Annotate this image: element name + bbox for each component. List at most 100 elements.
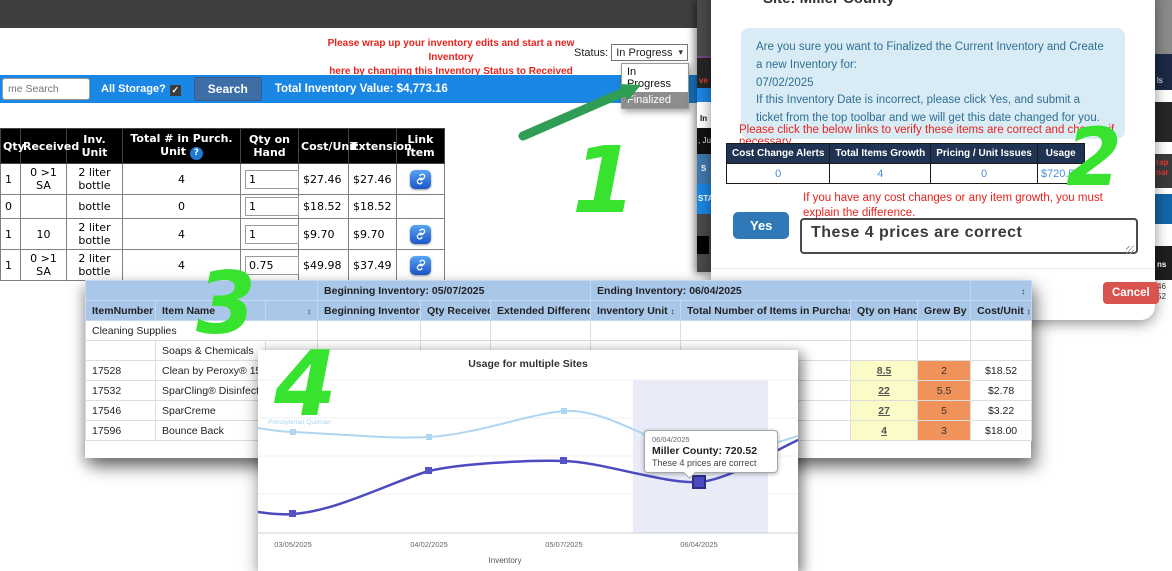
qty-on-hand-input[interactable] bbox=[245, 169, 299, 189]
col-item-name[interactable]: Item Name bbox=[155, 300, 266, 321]
qty-cell: 1 bbox=[0, 163, 21, 195]
info-line2: 07/02/2025 bbox=[756, 76, 814, 89]
col-cost-unit[interactable]: Cost/Unit ↕ bbox=[970, 300, 1033, 321]
cost-change-alerts-link[interactable]: 0 bbox=[775, 167, 782, 180]
category-name-cell: Cleaning Supplies bbox=[84, 320, 319, 341]
qty-on-hand-link[interactable]: 27 bbox=[878, 404, 890, 417]
stat-col-pricing-unit-issues: Pricing / Unit Issues bbox=[930, 143, 1038, 164]
link-item-cell bbox=[396, 218, 445, 250]
qty-on-hand-input[interactable] bbox=[245, 255, 299, 275]
col-grew-by[interactable]: Grew By↕ bbox=[917, 300, 972, 321]
pricing-unit-issues-link[interactable]: 0 bbox=[980, 167, 988, 180]
item-name-cell: Clean by Peroxy® 15 2 lite bbox=[155, 360, 266, 381]
fragment-text: ns bbox=[1155, 246, 1172, 280]
link-item-icon[interactable] bbox=[410, 224, 431, 244]
total-items-growth-link[interactable]: 4 bbox=[877, 167, 884, 180]
qty-on-hand-input[interactable] bbox=[245, 197, 299, 216]
item-number-cell: 17528 bbox=[85, 360, 156, 381]
item-name-cell: SparCling® Disinfectant C bbox=[155, 380, 266, 401]
col-qty-on-hand[interactable]: Qty on Hand↕ bbox=[850, 300, 919, 321]
tooltip-note: These 4 prices are correct bbox=[652, 458, 757, 468]
link-item-icon[interactable] bbox=[410, 169, 431, 189]
received-cell bbox=[20, 194, 67, 219]
status-option-in-progress[interactable]: In Progress bbox=[627, 66, 672, 90]
received-cell: 10 bbox=[20, 218, 67, 250]
table-row: 1 10 2 liter bottle 4 $9.70 $9.70 bbox=[0, 218, 445, 250]
chart-title: Usage for multiple Sites bbox=[468, 358, 588, 370]
status-select[interactable]: In Progress ▾ bbox=[611, 44, 689, 61]
inv-unit-cell: bottle bbox=[66, 194, 123, 219]
x-tick: 04/02/2025 bbox=[410, 540, 448, 549]
col-unnamed-sort[interactable]: ↕ bbox=[264, 300, 319, 321]
ending-inventory-group-header: Ending Inventory: 06/04/2025 bbox=[590, 280, 972, 301]
category-row: Cleaning Supplies bbox=[84, 320, 1033, 341]
yes-button[interactable]: Yes bbox=[733, 212, 790, 239]
extension-cell: $37.49 bbox=[348, 249, 397, 281]
qty-cell: 1 bbox=[0, 218, 21, 250]
beginning-inventory-group-header: Beginning Inventory: 05/07/2025 bbox=[317, 280, 592, 301]
textarea-resize-grip[interactable] bbox=[1126, 246, 1134, 254]
extension-cell: $18.52 bbox=[348, 194, 397, 219]
col-qty-received[interactable]: Qty Received↕ bbox=[420, 300, 492, 321]
status-option-finalized[interactable]: Finalized bbox=[622, 92, 688, 108]
total-inventory-value: Total Inventory Value: $4,773.16 bbox=[274, 83, 448, 95]
top-navigation-bar bbox=[0, 0, 700, 28]
grew-by-cell: 5 bbox=[917, 400, 972, 421]
col-extended-difference[interactable]: Extended Difference↕ bbox=[490, 300, 592, 321]
qty-on-hand-cell bbox=[240, 249, 299, 281]
qty-on-hand-cell: 8.5 bbox=[850, 360, 919, 381]
link-item-cell bbox=[396, 249, 445, 281]
selected-point[interactable] bbox=[692, 475, 706, 489]
received-cell: 0 >1 SA bbox=[20, 163, 67, 195]
qty-on-hand-input[interactable] bbox=[245, 224, 299, 244]
qty-on-hand-cell: 27 bbox=[850, 400, 919, 421]
qty-on-hand-link[interactable]: 4 bbox=[881, 424, 887, 437]
total-purch-cell: 0 bbox=[122, 194, 241, 219]
cost-unit-cell: $18.00 bbox=[970, 420, 1033, 441]
all-storage-checkbox[interactable]: ✓ bbox=[169, 84, 181, 96]
fragment-text: In bbox=[697, 102, 714, 128]
col-qty[interactable]: Qty bbox=[0, 128, 25, 164]
fragment-text: , Ju bbox=[697, 128, 714, 154]
col-inventory-unit[interactable]: Inventory Unit ↕ bbox=[590, 300, 682, 321]
explanation-textarea[interactable]: These 4 prices are correct bbox=[800, 218, 1138, 254]
help-icon[interactable]: ? bbox=[189, 147, 203, 160]
background-page-right-edge: ls rap nar ns 46 52 bbox=[1155, 0, 1172, 310]
notice-line1: Please wrap up your inventory edits and … bbox=[327, 38, 575, 63]
fragment-text: STA bbox=[697, 184, 714, 214]
qty-on-hand-link[interactable]: 8.5 bbox=[876, 364, 892, 377]
qty-on-hand-link[interactable]: 22 bbox=[878, 384, 890, 397]
annotation-step-1: 1 bbox=[572, 127, 637, 234]
cancel-button[interactable]: Cancel bbox=[1103, 282, 1159, 304]
chevron-down-icon: ▾ bbox=[678, 47, 684, 57]
col-beginning-inventory[interactable]: Beginning Inventory↕ bbox=[317, 300, 422, 321]
usage-chart-panel[interactable]: Usage for multiple Sites Presbyterian Qu… bbox=[256, 350, 800, 571]
col-total-purch-unit[interactable]: Total # in Purch. Unit ? bbox=[122, 128, 241, 164]
col-item-number[interactable]: ItemNumber↕ bbox=[85, 300, 156, 321]
link-item-icon[interactable] bbox=[410, 255, 431, 275]
table-row: 1 0 >1 SA 2 liter bottle 4 $49.98 $37.49 bbox=[0, 249, 445, 281]
extension-cell: $9.70 bbox=[348, 218, 397, 250]
grew-by-cell: 2 bbox=[917, 360, 972, 381]
inv-unit-cell: 2 liter bottle bbox=[66, 218, 123, 250]
stat-col-usage: Usage bbox=[1036, 143, 1085, 164]
series-label: Presbyterian Quitman bbox=[268, 419, 331, 426]
table-header-row: Qty Received Inv. Unit Total # in Purch.… bbox=[0, 128, 445, 164]
col-received[interactable]: Received bbox=[20, 128, 79, 164]
col-qty-on-hand[interactable]: Qty on Hand bbox=[240, 128, 299, 164]
col-extension[interactable]: Extension bbox=[348, 128, 412, 164]
cost-unit-cell: $9.70 bbox=[298, 218, 349, 250]
usage-link[interactable]: $720.52 bbox=[1040, 167, 1081, 180]
col-link-item[interactable]: Link Item bbox=[396, 128, 445, 164]
group-sort-cell[interactable]: ↕ bbox=[970, 280, 1033, 301]
search-toolbar: All Storage?✓ Search Total Inventory Val… bbox=[0, 75, 700, 103]
col-total-items-purchase-unit[interactable]: Total Number of Items in Purchase Unit↕ bbox=[680, 300, 852, 321]
group-header-row: Beginning Inventory: 05/07/2025 Ending I… bbox=[84, 280, 1033, 301]
col-cost-unit[interactable]: Cost/Unit bbox=[298, 128, 358, 164]
status-select-value: In Progress bbox=[616, 46, 673, 59]
verification-stats-table: Cost Change Alerts Total Items Growth Pr… bbox=[725, 143, 1085, 184]
search-button[interactable]: Search bbox=[193, 77, 262, 101]
item-name-search-input[interactable] bbox=[2, 78, 90, 100]
total-purch-cell: 4 bbox=[122, 218, 241, 250]
